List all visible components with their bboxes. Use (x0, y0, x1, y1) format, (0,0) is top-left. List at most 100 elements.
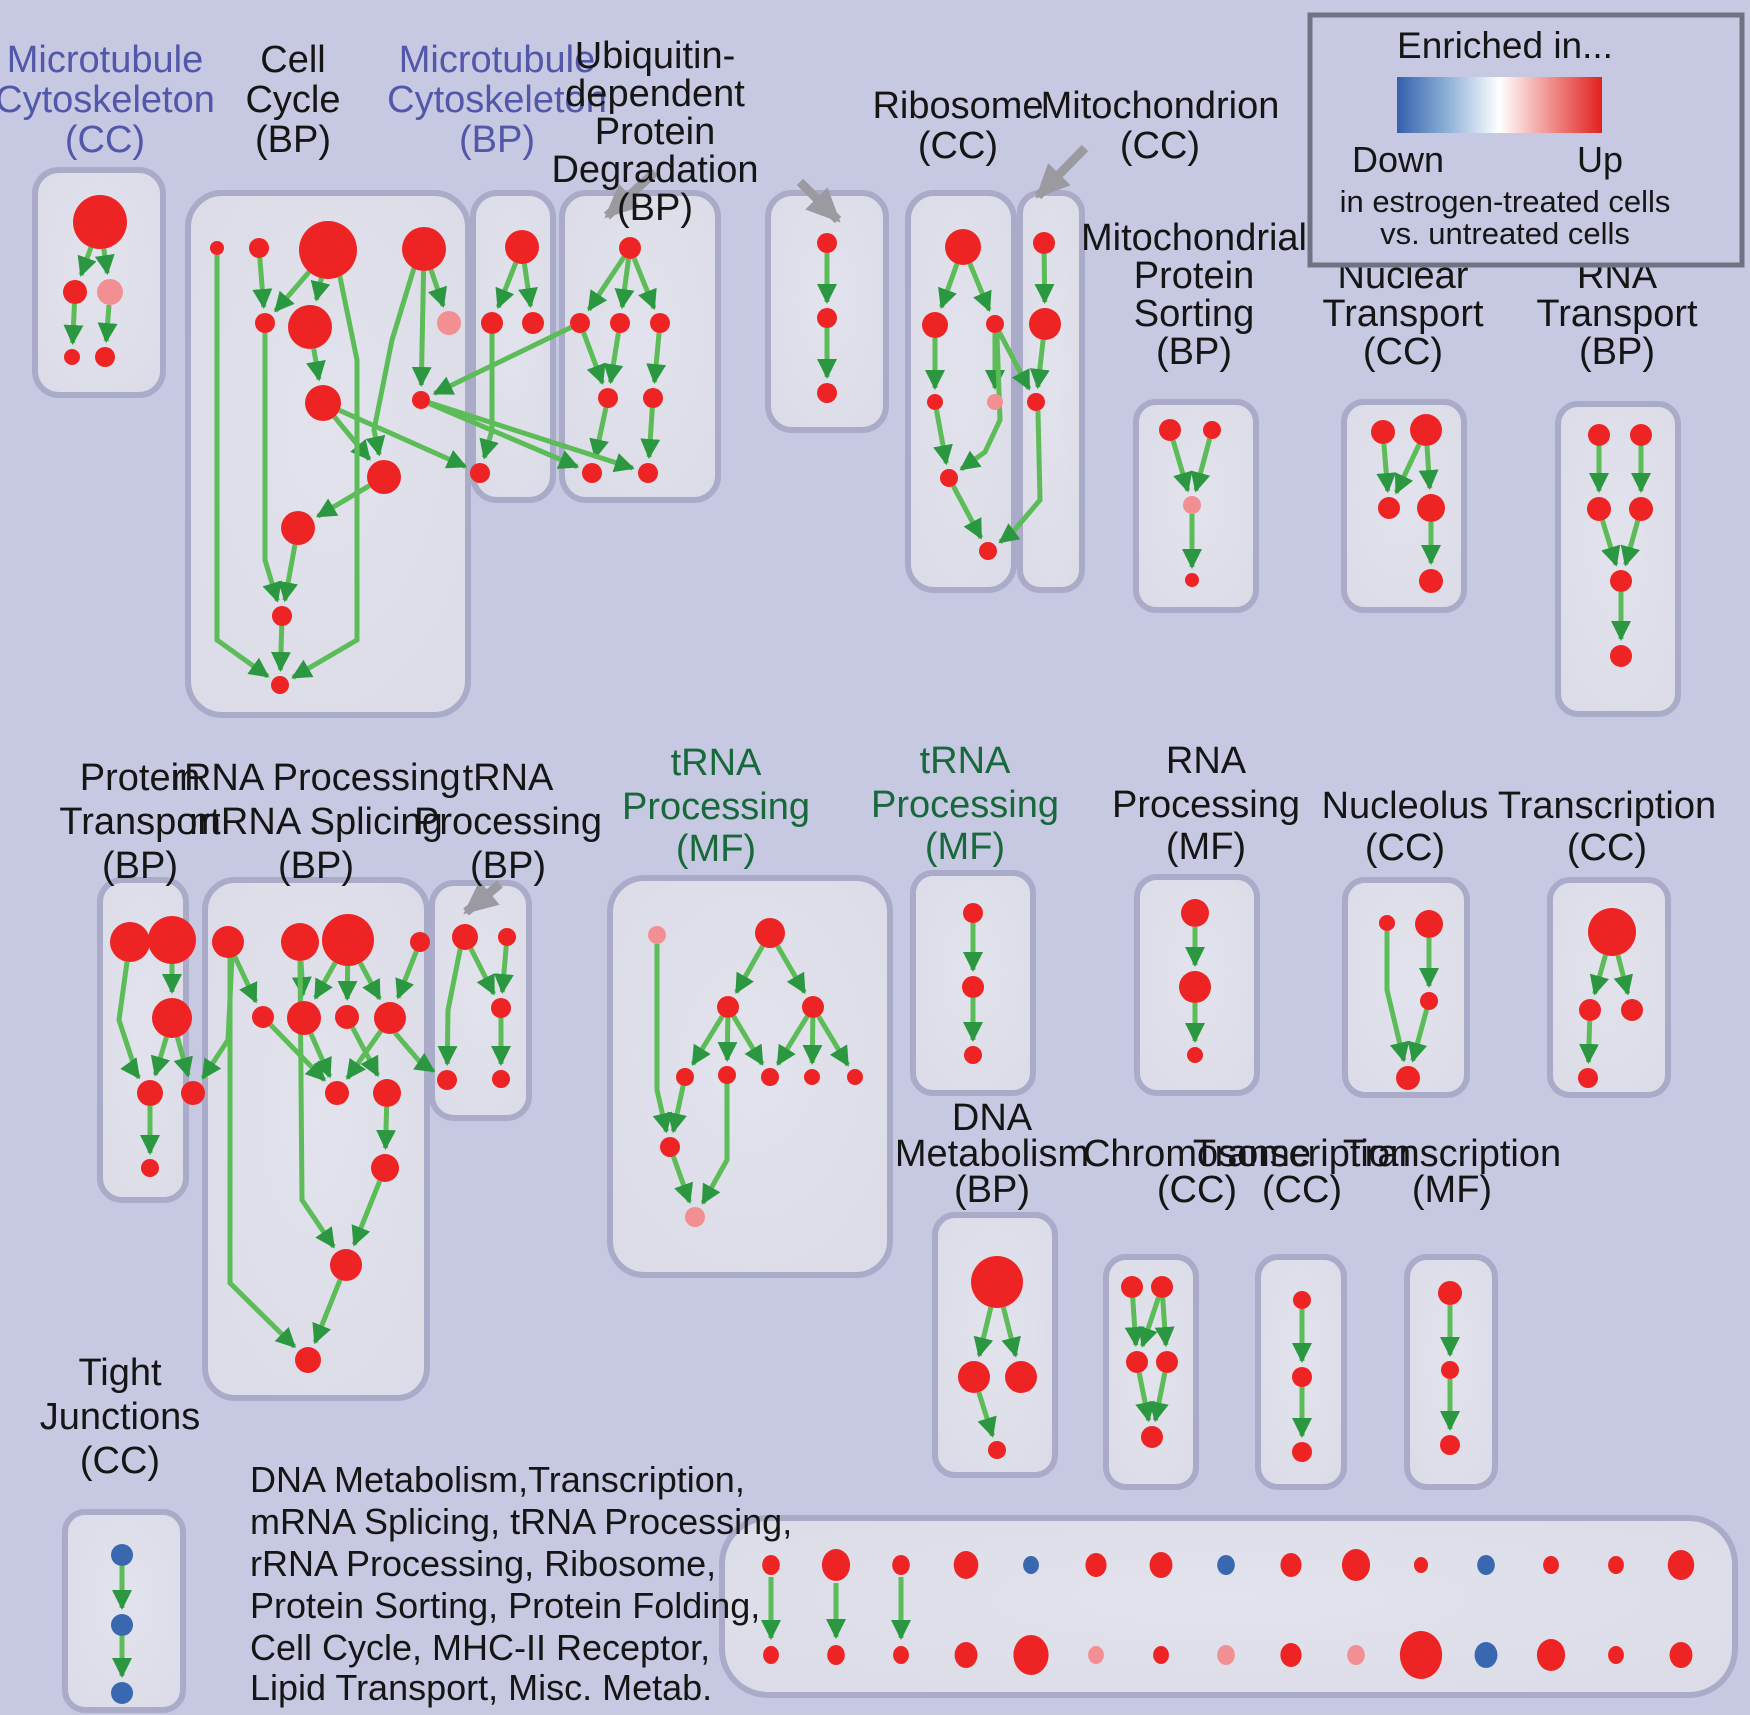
go-term-node-c2 (249, 238, 269, 258)
legend-subline-2: vs. untreated cells (1380, 216, 1630, 251)
strip-dot-bottom-0 (763, 1646, 779, 1664)
edge-u2-c9 (432, 325, 573, 396)
cluster-label-mitochondrion: Mitochondrion (CC) (1041, 85, 1280, 167)
go-term-node-R5 (252, 1006, 274, 1028)
edge-r6-r7 (951, 484, 984, 540)
go-term-node-p2 (148, 916, 196, 964)
edge-m1-m3 (94, 248, 115, 276)
go-term-node-o4 (1396, 1066, 1420, 1090)
edge-q4-q5 (1620, 519, 1641, 567)
go-term-node-t1 (452, 924, 478, 950)
cluster-box-mitochondrion (1017, 190, 1085, 593)
go-term-node-y1 (1293, 1291, 1311, 1309)
go-term-node-c8 (305, 385, 341, 421)
go-term-node-w1 (963, 903, 983, 923)
go-term-node-b2 (481, 312, 503, 334)
edge-b2-b4 (479, 334, 499, 460)
go-term-node-j2 (111, 1614, 133, 1636)
strip-dot-bottom-14 (1669, 1642, 1693, 1668)
go-term-node-p1 (110, 922, 150, 962)
legend-gradient-bar (1397, 77, 1602, 133)
cluster-box-misc-strip (719, 1515, 1738, 1698)
edge-c3-c5 (273, 270, 311, 313)
go-term-node-h0 (648, 926, 666, 944)
text-block-layer: DNA Metabolism,Transcription,mRNA Splici… (250, 1459, 792, 1708)
edge-u6-u8 (640, 407, 661, 460)
edge-o1-o4 (1384, 931, 1410, 1063)
edge-c5-c12 (262, 333, 282, 603)
edge-c1-c13 (214, 255, 270, 679)
go-term-node-k2 (1151, 1276, 1173, 1298)
go-term-node-c7 (437, 311, 461, 335)
go-term-node-r3 (986, 315, 1004, 333)
cluster-box-nucleolus (1342, 877, 1470, 1098)
edge-h1-h2 (734, 944, 765, 994)
edge-R1-R5 (232, 955, 259, 1004)
edge-n1-n3 (1376, 443, 1397, 494)
go-term-node-h4 (676, 1068, 694, 1086)
go-term-node-b4 (470, 463, 490, 483)
go-term-node-t4 (437, 1070, 457, 1090)
go-term-node-y2 (1292, 1367, 1312, 1387)
edge-c2-c5 (252, 257, 273, 310)
cluster-box-chromosome (1103, 1254, 1199, 1490)
go-term-node-u6 (643, 388, 663, 408)
edge-d2-d4 (976, 1391, 997, 1438)
legend-layer: Enriched in... Down Up in estrogen-treated … (1307, 12, 1745, 268)
go-term-node-h5 (718, 1066, 736, 1084)
go-term-node-x1 (1588, 908, 1636, 956)
edge-R2-R12 (297, 960, 336, 1249)
go-term-node-b1 (505, 230, 539, 264)
misc-clusters-text-line-0: DNA Metabolism,Transcription, (250, 1459, 745, 1500)
go-term-node-c6 (288, 305, 332, 349)
cluster-label-ribosome: Ribosome (CC) (872, 85, 1043, 167)
edge-k2-k4 (1154, 1297, 1175, 1348)
strip-dot-top-8 (1280, 1553, 1302, 1577)
go-term-node-h2 (717, 996, 739, 1018)
go-term-node-p3 (152, 998, 192, 1038)
go-term-node-z2 (1441, 1361, 1459, 1379)
pointer-arrow-2 (1034, 144, 1089, 200)
go-term-node-x4 (1578, 1068, 1598, 1088)
strip-dot-top-9 (1341, 1549, 1371, 1581)
cluster-label-trna-mf-1: tRNA Processing (MF) (622, 742, 810, 870)
go-term-node-q3 (1587, 497, 1611, 521)
go-term-node-u5 (598, 388, 618, 408)
edge-b1-b2 (495, 261, 519, 310)
edge-k3-k5 (1135, 1372, 1155, 1423)
cluster-box-rrna-mrna (202, 877, 430, 1401)
go-term-node-r5 (987, 394, 1003, 410)
strip-dot-bottom-13 (1608, 1646, 1624, 1664)
edge-x2-x4 (1579, 1020, 1599, 1065)
edge-c8-b4 (338, 408, 468, 469)
misc-clusters-text-line-5: Lipid Transport, Misc. Metab. (250, 1667, 712, 1708)
edge-u4-u6 (646, 332, 667, 385)
go-term-node-s1 (1159, 419, 1181, 441)
strip-dot-bottom-7 (1217, 1645, 1235, 1665)
go-term-node-v1 (817, 233, 837, 253)
edge-p1-p4 (116, 961, 141, 1080)
go-term-node-p4 (137, 1080, 163, 1106)
go-term-node-t2 (498, 928, 516, 946)
edge-R8-t4 (393, 1032, 436, 1074)
edge-c9-u7 (428, 401, 580, 470)
go-term-node-m3 (97, 279, 123, 305)
go-term-node-d4 (988, 1441, 1006, 1459)
strip-dot-bottom-8 (1280, 1643, 1302, 1667)
edge-q3-q5 (1600, 519, 1621, 567)
edge-r1-r2 (938, 263, 960, 309)
edge-h2-h4 (690, 1015, 725, 1066)
edge-h9-h10 (671, 1155, 693, 1204)
strip-dot-top-1 (821, 1549, 851, 1581)
edge-c3-c13 (291, 275, 360, 680)
go-term-node-c13 (271, 676, 289, 694)
cluster-box-tight-junctions (62, 1509, 186, 1713)
go-term-node-R3 (322, 914, 374, 966)
misc-clusters-text-line-2: rRNA Processing, Ribosome, (250, 1543, 716, 1584)
go-term-node-m2 (63, 280, 87, 304)
edge-s1-s3 (1170, 439, 1193, 493)
edge-t1-t3 (468, 947, 496, 996)
edge-c4-c7 (428, 269, 447, 308)
strip-dot-bottom-3 (954, 1642, 978, 1668)
cluster-label-protein-transport: Protein Transport (BP) (59, 757, 221, 887)
